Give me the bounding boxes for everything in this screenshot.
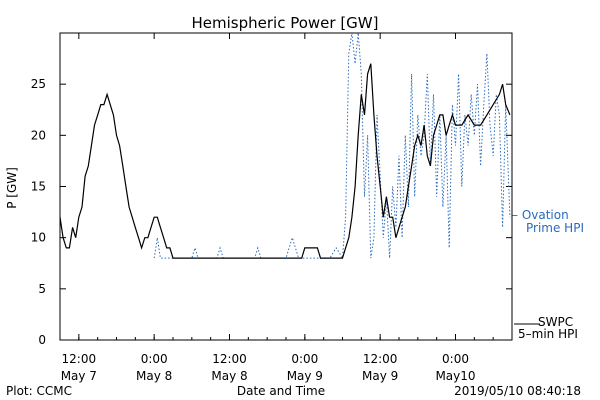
x-axis: 12:00 May 7 0:00 May 8 12:00 May 8 0:00 May 9 12… xyxy=(59,33,513,383)
series-swpc-line xyxy=(59,63,511,259)
x-tick-label-time: 0:00 xyxy=(141,352,168,366)
x-tick-label-date: May 8 xyxy=(136,369,172,383)
legend-ovation: – Ovation Prime HPI xyxy=(512,208,584,235)
plot-frame xyxy=(59,32,513,341)
y-tick-label: 10 xyxy=(31,231,46,245)
series-ovation-prime-line xyxy=(153,32,511,260)
legend-swpc: SWPC 5–min HPI xyxy=(514,315,578,341)
legend-ovation-line1: – Ovation xyxy=(512,208,569,222)
chart-title: Hemispheric Power [GW] xyxy=(192,14,379,32)
y-tick-label: 25 xyxy=(31,77,46,91)
y-tick-label: 0 xyxy=(38,333,46,347)
x-tick-label-time: 0:00 xyxy=(291,352,318,366)
y-axis-label: P [GW] xyxy=(5,167,19,209)
x-tick-label-date: May 9 xyxy=(287,369,323,383)
y-tick-label: 20 xyxy=(31,128,46,142)
plot-credit: Plot: CCMC xyxy=(6,384,72,398)
x-tick-label-time: 12:00 xyxy=(62,352,97,366)
x-tick-label-date: May 7 xyxy=(61,369,97,383)
x-tick-label-date: May 9 xyxy=(362,369,398,383)
timestamp: 2019/05/10 08:40:18 xyxy=(454,384,581,398)
x-tick-label-time: 12:00 xyxy=(363,352,398,366)
x-tick-label-date: May10 xyxy=(435,369,475,383)
y-tick-label: 15 xyxy=(31,180,46,194)
x-axis-label: Date and Time xyxy=(237,384,325,398)
x-tick-label-time: 0:00 xyxy=(442,352,469,366)
legend-swpc-line2: 5–min HPI xyxy=(518,327,578,341)
x-tick-label-date: May 8 xyxy=(211,369,247,383)
legend-swpc-line1: SWPC xyxy=(538,315,573,329)
legend-ovation-line2: Prime HPI xyxy=(526,221,584,235)
y-tick-label: 5 xyxy=(38,282,46,296)
x-tick-label-time: 12:00 xyxy=(212,352,247,366)
